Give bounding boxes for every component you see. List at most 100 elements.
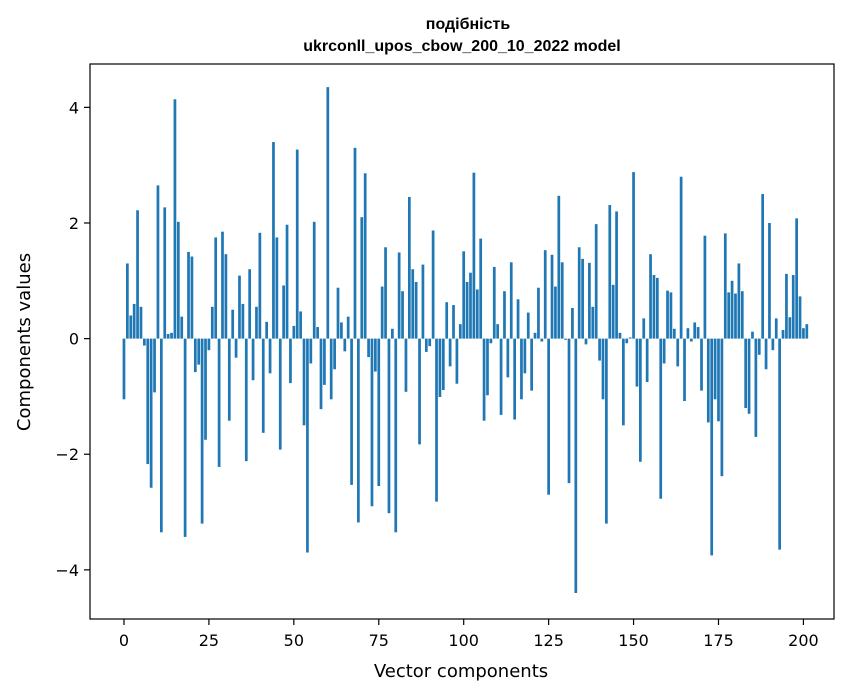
bar-57 <box>316 327 319 339</box>
bar-77 <box>384 247 387 339</box>
bar-39 <box>255 306 258 339</box>
bar-9 <box>153 338 156 393</box>
y-tick-label: −4 <box>55 561 79 580</box>
bar-126 <box>550 254 554 339</box>
bar-185 <box>751 331 754 339</box>
bar-52 <box>299 311 302 339</box>
bar-189 <box>764 338 768 370</box>
bar-195 <box>785 273 788 339</box>
bar-74 <box>374 338 377 372</box>
bar-88 <box>421 264 425 339</box>
bar-145 <box>615 211 618 339</box>
bar-3 <box>132 303 136 339</box>
bar-197 <box>791 275 795 339</box>
bar-103 <box>472 172 476 339</box>
bar-25 <box>207 338 211 351</box>
bar-12 <box>163 207 167 339</box>
bar-36 <box>244 338 248 462</box>
bar-107 <box>486 338 489 396</box>
plot-frame <box>89 63 835 620</box>
bar-198 <box>795 218 798 339</box>
bar-17 <box>180 316 184 339</box>
bar-22 <box>197 338 201 365</box>
bar-130 <box>564 338 567 340</box>
bar-129 <box>560 262 564 339</box>
bar-33 <box>234 338 238 358</box>
bar-30 <box>224 254 228 339</box>
bar-18 <box>183 338 187 537</box>
bar-160 <box>666 290 669 339</box>
y-tick-label: 0 <box>69 330 79 349</box>
bar-29 <box>221 231 224 339</box>
bar-100 <box>462 251 466 339</box>
bar-166 <box>686 328 690 339</box>
bar-171 <box>703 235 707 339</box>
bar-148 <box>625 338 629 344</box>
bar-157 <box>655 277 659 339</box>
bar-105 <box>479 238 483 339</box>
bar-151 <box>635 338 639 387</box>
bar-141 <box>601 338 605 400</box>
bar-158 <box>659 338 663 499</box>
bar-19 <box>187 251 190 339</box>
bar-10 <box>156 185 160 339</box>
bar-177 <box>723 233 727 339</box>
bar-178 <box>727 292 731 339</box>
bar-11 <box>159 338 163 533</box>
bar-85 <box>411 269 415 339</box>
bar-34 <box>238 275 241 339</box>
bar-23 <box>200 338 204 524</box>
bar-163 <box>676 338 680 367</box>
bar-54 <box>306 338 309 553</box>
bar-200 <box>802 328 805 339</box>
bar-43 <box>268 338 272 374</box>
x-tick-label: 0 <box>119 631 129 650</box>
bar-63 <box>336 287 340 339</box>
bar-196 <box>788 317 792 339</box>
bar-96 <box>448 338 452 367</box>
bar-179 <box>730 280 734 339</box>
bar-35 <box>241 303 245 339</box>
bar-121 <box>533 332 537 339</box>
bar-134 <box>577 247 581 339</box>
bar-68 <box>353 147 357 339</box>
bar-102 <box>469 272 472 339</box>
bar-55 <box>309 338 313 364</box>
bar-113 <box>506 338 510 378</box>
bar-44 <box>272 142 275 339</box>
bar-147 <box>622 338 625 426</box>
bars-group <box>122 87 809 593</box>
bar-193 <box>778 338 781 550</box>
y-tick-label: −2 <box>55 445 79 464</box>
bar-167 <box>689 338 693 342</box>
bar-182 <box>740 291 744 339</box>
bar-62 <box>333 338 336 370</box>
bar-108 <box>489 338 493 344</box>
bar-46 <box>278 338 282 450</box>
bar-106 <box>482 338 486 421</box>
bar-98 <box>455 338 459 384</box>
bar-118 <box>523 338 527 374</box>
bar-40 <box>258 232 262 339</box>
bar-135 <box>581 258 584 339</box>
bar-133 <box>574 338 578 593</box>
bar-48 <box>285 224 289 339</box>
bar-24 <box>204 338 207 440</box>
bar-53 <box>302 338 306 426</box>
bar-73 <box>370 338 374 507</box>
bar-37 <box>248 269 252 339</box>
bar-181 <box>737 263 741 339</box>
bar-28 <box>217 338 221 467</box>
bar-60 <box>326 87 330 339</box>
bar-14 <box>170 332 173 339</box>
bar-7 <box>146 338 150 465</box>
bar-139 <box>594 224 598 339</box>
bar-184 <box>747 338 751 414</box>
bar-190 <box>768 222 771 339</box>
bar-90 <box>428 338 432 347</box>
bar-194 <box>781 329 785 339</box>
bar-104 <box>475 289 479 339</box>
bar-201 <box>805 324 809 339</box>
bar-169 <box>696 327 700 339</box>
